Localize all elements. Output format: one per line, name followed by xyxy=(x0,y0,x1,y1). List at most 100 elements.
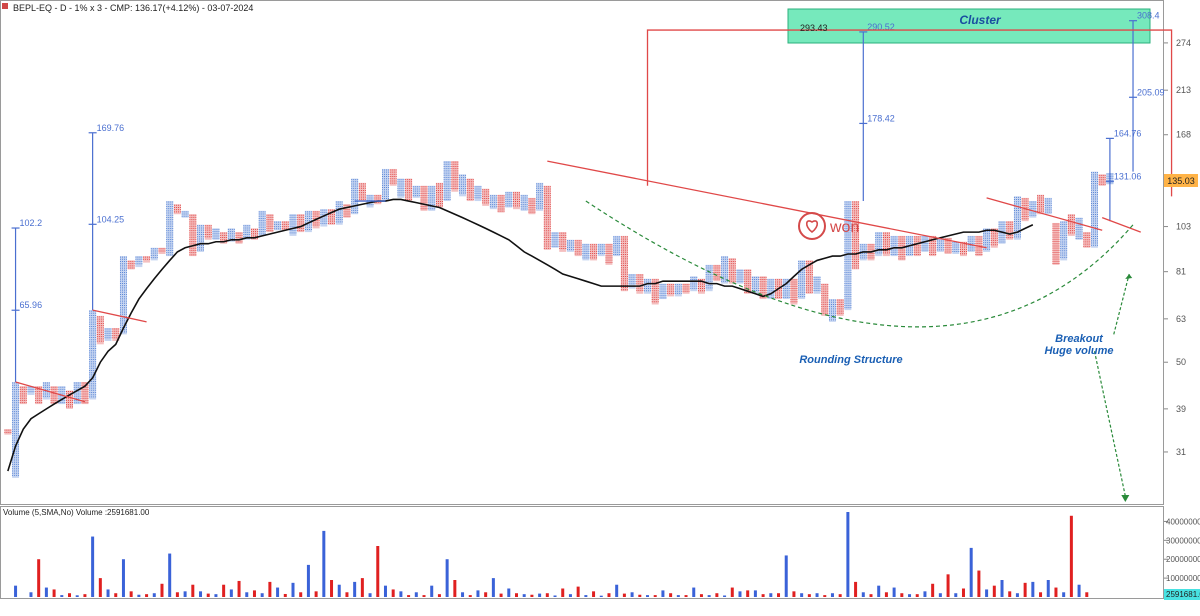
volume-bar xyxy=(337,584,341,597)
column-body xyxy=(505,191,513,208)
column-body xyxy=(428,185,436,211)
column-body xyxy=(782,278,790,300)
column-body xyxy=(952,241,960,254)
watermark: won xyxy=(798,212,859,240)
volume-tick-label: 40000000.00 xyxy=(1166,517,1200,526)
x-column xyxy=(875,232,883,257)
column-body xyxy=(250,228,258,240)
o-column xyxy=(852,201,860,270)
column-body xyxy=(497,194,505,213)
volume-bar xyxy=(669,593,673,597)
o-column xyxy=(1098,174,1106,186)
column-body xyxy=(420,185,428,211)
column-body xyxy=(590,243,598,261)
column-body xyxy=(73,382,81,405)
volume-bar xyxy=(638,594,642,597)
volume-title: Volume (5,SMA,No) Volume :2591681.00 xyxy=(3,508,150,517)
column-body xyxy=(828,299,836,322)
volume-bar xyxy=(530,594,534,597)
volume-bar xyxy=(353,581,357,597)
x-column xyxy=(181,210,189,218)
column-body xyxy=(513,191,520,210)
column-body xyxy=(574,239,582,257)
volume-bar xyxy=(1085,592,1089,597)
cluster-label: Cluster xyxy=(959,13,1002,27)
volume-bar xyxy=(376,546,380,597)
volume-bar xyxy=(507,588,511,597)
price-tick-label: 81 xyxy=(1176,267,1186,277)
o-column xyxy=(374,194,382,205)
rounding-curve xyxy=(585,200,1134,328)
column-body xyxy=(628,274,636,289)
x-column xyxy=(1013,196,1021,240)
volume-bar xyxy=(422,595,426,597)
volume-bar xyxy=(145,594,149,597)
volume-bar xyxy=(777,593,781,597)
volume-bar xyxy=(453,580,457,597)
volume-bar xyxy=(391,589,395,597)
column-body xyxy=(489,194,497,210)
x-column xyxy=(736,269,744,284)
column-body xyxy=(1083,232,1091,248)
o-column xyxy=(112,328,120,341)
column-body xyxy=(297,214,305,233)
column-body xyxy=(751,276,759,294)
volume-bar xyxy=(330,580,334,597)
column-body xyxy=(459,174,467,197)
price-pane-border xyxy=(0,0,1164,505)
target-marker: 205.09 308.4 xyxy=(1129,11,1165,172)
o-column xyxy=(1067,214,1075,236)
x-column xyxy=(351,178,359,215)
o-column xyxy=(667,283,675,297)
column-body xyxy=(343,204,351,218)
o-column xyxy=(960,241,967,257)
x-column xyxy=(1060,221,1068,261)
cmp-badge: 135.03 xyxy=(1164,174,1198,187)
x-column xyxy=(520,194,528,211)
o-column xyxy=(1021,197,1029,222)
volume-bar xyxy=(908,594,912,597)
column-body xyxy=(112,328,120,341)
column-body xyxy=(397,178,405,198)
price-tick-label: 31 xyxy=(1176,447,1186,457)
x-column xyxy=(674,283,682,297)
o-column xyxy=(574,239,582,257)
column-body xyxy=(89,310,97,400)
x-column xyxy=(705,264,713,292)
column-body xyxy=(790,278,798,305)
column-body xyxy=(528,197,536,215)
volume-bar xyxy=(476,590,480,597)
x-column xyxy=(597,243,605,257)
volume-bar xyxy=(784,555,788,597)
cmp-badge-value: 135.03 xyxy=(1167,176,1195,186)
volume-bar xyxy=(29,592,33,597)
volume-bar xyxy=(268,581,272,597)
column-body xyxy=(636,274,644,294)
volume-bar xyxy=(561,588,565,597)
column-body xyxy=(1098,174,1106,186)
o-column xyxy=(805,260,813,294)
column-body xyxy=(759,276,767,300)
volume-bar xyxy=(1008,591,1012,597)
o-column xyxy=(451,161,459,192)
column-body xyxy=(520,194,528,211)
o-column xyxy=(389,168,397,186)
x-column xyxy=(659,283,667,300)
volume-bar xyxy=(75,595,79,597)
x-column xyxy=(119,256,127,335)
volume-bar xyxy=(1000,580,1004,597)
column-body xyxy=(1067,214,1075,236)
o-column xyxy=(559,232,567,252)
volume-bar xyxy=(1015,593,1019,597)
column-body xyxy=(358,182,366,202)
column-body xyxy=(690,276,698,292)
column-body xyxy=(1052,222,1060,265)
o-column xyxy=(328,209,336,225)
column-body xyxy=(1021,197,1029,222)
volume-bar xyxy=(345,592,349,597)
x-column xyxy=(813,276,821,294)
x-column xyxy=(304,210,312,233)
column-body xyxy=(1075,217,1083,240)
volume-bar xyxy=(954,593,958,597)
